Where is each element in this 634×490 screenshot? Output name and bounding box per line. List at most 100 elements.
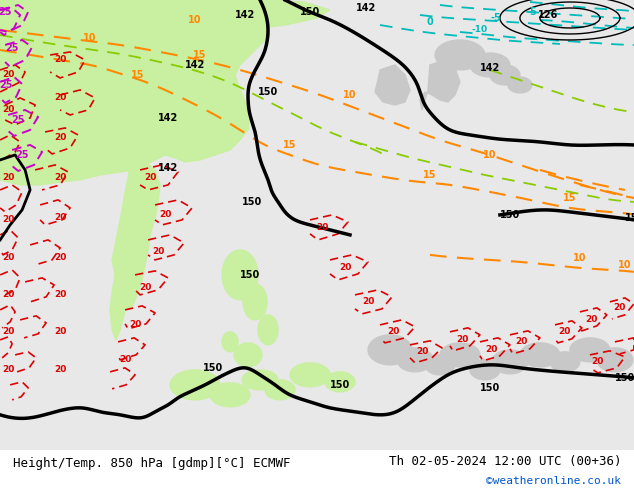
Text: 142: 142 bbox=[158, 163, 178, 173]
Text: 150: 150 bbox=[258, 87, 278, 97]
Text: 142: 142 bbox=[480, 63, 500, 73]
Text: 20: 20 bbox=[586, 316, 598, 324]
Polygon shape bbox=[425, 355, 455, 375]
Text: 150: 150 bbox=[242, 197, 262, 207]
Polygon shape bbox=[597, 348, 633, 372]
Text: 20: 20 bbox=[2, 173, 15, 182]
Polygon shape bbox=[470, 360, 500, 380]
Text: 15: 15 bbox=[283, 140, 297, 150]
Text: 15: 15 bbox=[424, 170, 437, 180]
Text: 20: 20 bbox=[339, 264, 351, 272]
Text: 25: 25 bbox=[5, 43, 19, 53]
Polygon shape bbox=[397, 348, 433, 372]
Text: 20: 20 bbox=[559, 327, 571, 336]
Text: 20: 20 bbox=[139, 283, 152, 293]
Text: 20: 20 bbox=[2, 216, 15, 224]
Polygon shape bbox=[0, 0, 330, 80]
Text: 10: 10 bbox=[83, 33, 97, 43]
Polygon shape bbox=[368, 335, 412, 365]
Polygon shape bbox=[470, 53, 510, 77]
Text: 20: 20 bbox=[2, 327, 15, 336]
Text: 15: 15 bbox=[563, 193, 577, 203]
Text: 20: 20 bbox=[486, 345, 498, 354]
Text: 10: 10 bbox=[188, 15, 202, 25]
Polygon shape bbox=[375, 65, 410, 105]
Text: 20: 20 bbox=[54, 55, 67, 65]
Text: 10: 10 bbox=[573, 253, 586, 263]
Polygon shape bbox=[222, 332, 238, 352]
Text: 142: 142 bbox=[158, 113, 178, 123]
Text: 10: 10 bbox=[343, 90, 357, 100]
Polygon shape bbox=[234, 343, 262, 367]
Text: 20: 20 bbox=[54, 253, 67, 263]
Text: 20: 20 bbox=[387, 327, 399, 336]
Polygon shape bbox=[290, 363, 330, 387]
Text: -5: -5 bbox=[491, 13, 501, 23]
Text: 150: 150 bbox=[615, 373, 634, 383]
Text: 20: 20 bbox=[54, 327, 67, 336]
Polygon shape bbox=[258, 315, 278, 345]
Text: 20: 20 bbox=[592, 357, 604, 367]
Text: 150: 150 bbox=[330, 380, 350, 390]
Polygon shape bbox=[0, 0, 634, 450]
Polygon shape bbox=[170, 370, 220, 400]
Polygon shape bbox=[243, 284, 267, 320]
Text: 20: 20 bbox=[54, 214, 67, 222]
Text: 0: 0 bbox=[427, 17, 433, 27]
Text: 20: 20 bbox=[54, 366, 67, 374]
Text: 20: 20 bbox=[54, 133, 67, 143]
Polygon shape bbox=[420, 60, 460, 110]
Polygon shape bbox=[242, 370, 278, 390]
Text: 20: 20 bbox=[362, 297, 374, 306]
Text: 20: 20 bbox=[54, 173, 67, 182]
Polygon shape bbox=[0, 0, 270, 185]
Polygon shape bbox=[265, 380, 295, 400]
Text: Th 02-05-2024 12:00 UTC (00+36): Th 02-05-2024 12:00 UTC (00+36) bbox=[389, 455, 621, 467]
Text: 150: 150 bbox=[300, 7, 320, 17]
Text: 20: 20 bbox=[2, 253, 15, 263]
Text: -10: -10 bbox=[472, 25, 488, 34]
Polygon shape bbox=[110, 275, 126, 340]
Text: 142: 142 bbox=[185, 60, 205, 70]
Text: 10: 10 bbox=[483, 150, 496, 160]
Polygon shape bbox=[112, 162, 160, 310]
Text: 20: 20 bbox=[515, 337, 528, 346]
Text: 20: 20 bbox=[2, 71, 15, 79]
Text: 15: 15 bbox=[131, 70, 145, 80]
Text: 25: 25 bbox=[11, 115, 25, 125]
Text: 20: 20 bbox=[614, 303, 626, 313]
Text: 25: 25 bbox=[15, 150, 29, 160]
Text: 150: 150 bbox=[624, 213, 634, 223]
Polygon shape bbox=[440, 343, 480, 367]
Text: 20: 20 bbox=[119, 355, 131, 365]
Text: 150: 150 bbox=[240, 270, 260, 280]
Text: 20: 20 bbox=[416, 347, 428, 356]
Text: 126: 126 bbox=[538, 10, 558, 20]
Text: 142: 142 bbox=[356, 3, 376, 13]
Text: 25: 25 bbox=[0, 7, 12, 17]
Text: 150: 150 bbox=[480, 383, 500, 393]
Text: 142: 142 bbox=[235, 10, 255, 20]
Text: 20: 20 bbox=[144, 173, 156, 182]
Text: 150: 150 bbox=[203, 363, 223, 373]
Text: 20: 20 bbox=[456, 335, 468, 344]
Text: 20: 20 bbox=[129, 320, 141, 329]
Text: 10: 10 bbox=[618, 260, 631, 270]
Text: 20: 20 bbox=[159, 210, 171, 220]
Text: 20: 20 bbox=[2, 291, 15, 299]
Polygon shape bbox=[490, 65, 520, 85]
Text: 20: 20 bbox=[316, 223, 328, 232]
Text: 25: 25 bbox=[0, 80, 13, 90]
Text: 20: 20 bbox=[54, 94, 67, 102]
Polygon shape bbox=[508, 77, 532, 93]
Text: ©weatheronline.co.uk: ©weatheronline.co.uk bbox=[486, 476, 621, 486]
Polygon shape bbox=[550, 352, 580, 372]
Text: 20: 20 bbox=[54, 291, 67, 299]
Text: 20: 20 bbox=[2, 366, 15, 374]
Polygon shape bbox=[210, 383, 250, 407]
Text: 20: 20 bbox=[152, 247, 164, 256]
Text: 20: 20 bbox=[2, 105, 15, 115]
Polygon shape bbox=[520, 343, 560, 367]
Polygon shape bbox=[435, 40, 485, 70]
Polygon shape bbox=[570, 338, 610, 362]
